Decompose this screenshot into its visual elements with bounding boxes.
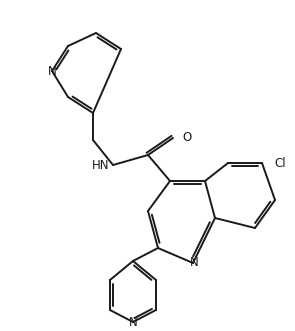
Text: N: N xyxy=(190,257,198,269)
Text: N: N xyxy=(129,315,137,328)
Text: N: N xyxy=(47,65,56,77)
Text: O: O xyxy=(182,130,191,144)
Text: HN: HN xyxy=(91,159,109,171)
Text: Cl: Cl xyxy=(274,157,286,169)
